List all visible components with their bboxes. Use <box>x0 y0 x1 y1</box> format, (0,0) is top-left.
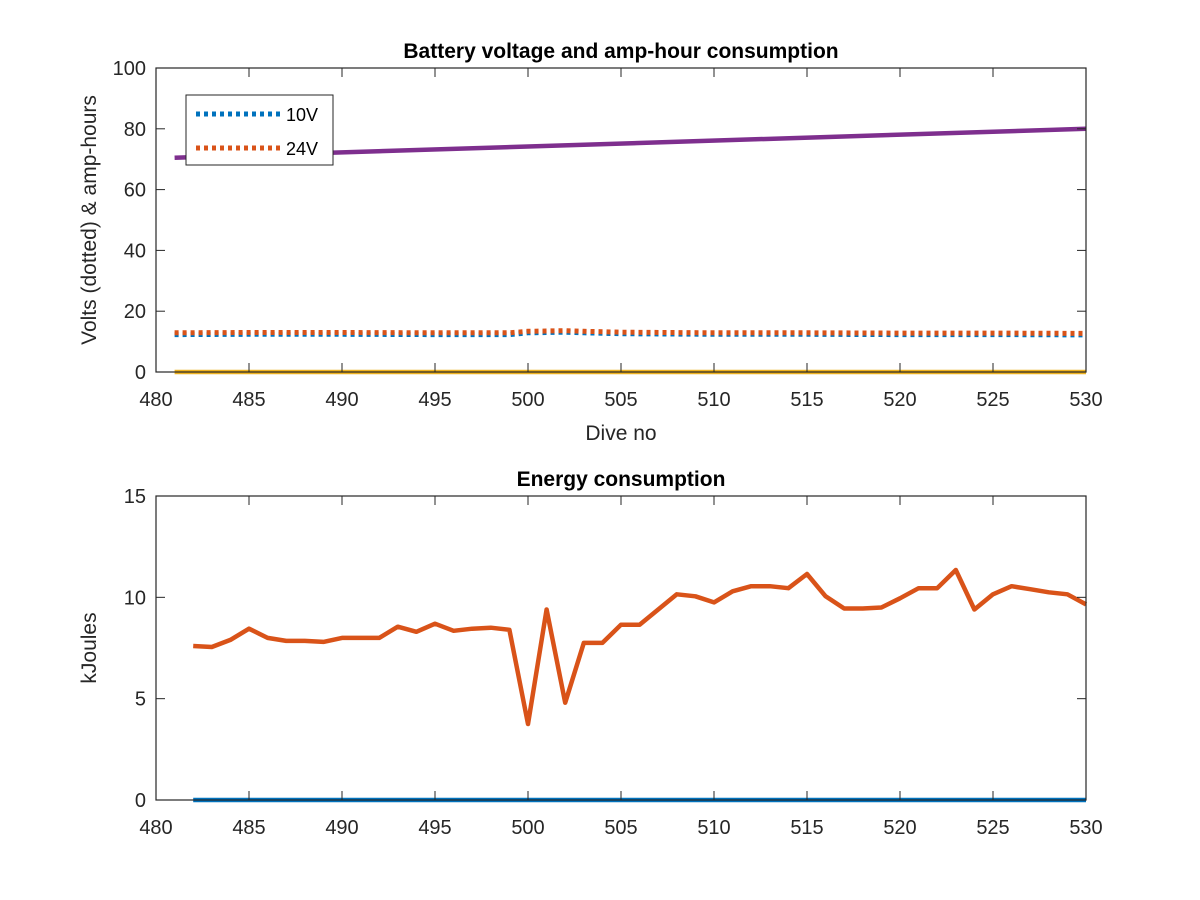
legend-label: 24V <box>286 139 318 159</box>
y-tick-label: 80 <box>124 119 146 141</box>
x-tick-label: 485 <box>232 817 265 839</box>
series-group <box>193 567 1088 803</box>
y-tick-label: 5 <box>135 689 146 711</box>
y-tick-label: 20 <box>124 301 146 323</box>
x-tick-label: 525 <box>976 389 1009 411</box>
chart-title: Battery voltage and amp-hour consumption <box>403 40 838 63</box>
legend-box <box>185 94 334 166</box>
x-tick-label: 495 <box>418 817 451 839</box>
y-tick-label: 10 <box>124 587 146 609</box>
y-axis-label: Volts (dotted) & amp-hours <box>78 95 101 345</box>
x-tick-label: 480 <box>139 817 172 839</box>
voltage-chart: 480 485 490 495 500 505 510 515 520 525 530 0 20 40 60… <box>78 40 1103 445</box>
x-tick-label: 515 <box>790 817 823 839</box>
y-tick-label: 40 <box>124 240 146 262</box>
x-tick-label: 505 <box>604 817 637 839</box>
x-tick-label: 530 <box>1069 389 1102 411</box>
y-tick-label: 15 <box>124 486 146 508</box>
x-tick-label: 500 <box>511 389 544 411</box>
y-tick-label: 0 <box>135 362 146 384</box>
x-tick-label: 485 <box>232 389 265 411</box>
x-axis-label: Dive no <box>585 422 656 445</box>
plot-area <box>155 495 1087 801</box>
x-tick-label: 500 <box>511 817 544 839</box>
x-tick-label: 520 <box>883 389 916 411</box>
series-line-2 <box>174 328 1087 336</box>
y-tick-label: 60 <box>124 180 146 202</box>
x-tick-label: 510 <box>697 817 730 839</box>
energy-chart: 480 485 490 495 500 505 510 515 520 525 530051015E… <box>78 468 1103 839</box>
y-tick-label: 0 <box>135 790 146 812</box>
x-tick-label: 490 <box>325 389 358 411</box>
x-tick-label: 480 <box>139 389 172 411</box>
x-tick-label: 495 <box>418 389 451 411</box>
series-line-2 <box>193 567 1088 727</box>
x-tick-label: 525 <box>976 817 1009 839</box>
x-tick-label: 505 <box>604 389 637 411</box>
y-tick-label: 100 <box>113 58 146 80</box>
x-tick-label: 530 <box>1069 817 1102 839</box>
y-axis-label: kJoules <box>78 612 101 683</box>
legend: 10V 24V <box>185 94 334 166</box>
legend-label: 10V <box>286 105 318 125</box>
x-tick-label: 510 <box>697 389 730 411</box>
x-tick-label: 520 <box>883 817 916 839</box>
chart-title: Energy consumption <box>517 468 726 491</box>
x-tick-label: 490 <box>325 817 358 839</box>
x-tick-label: 515 <box>790 389 823 411</box>
